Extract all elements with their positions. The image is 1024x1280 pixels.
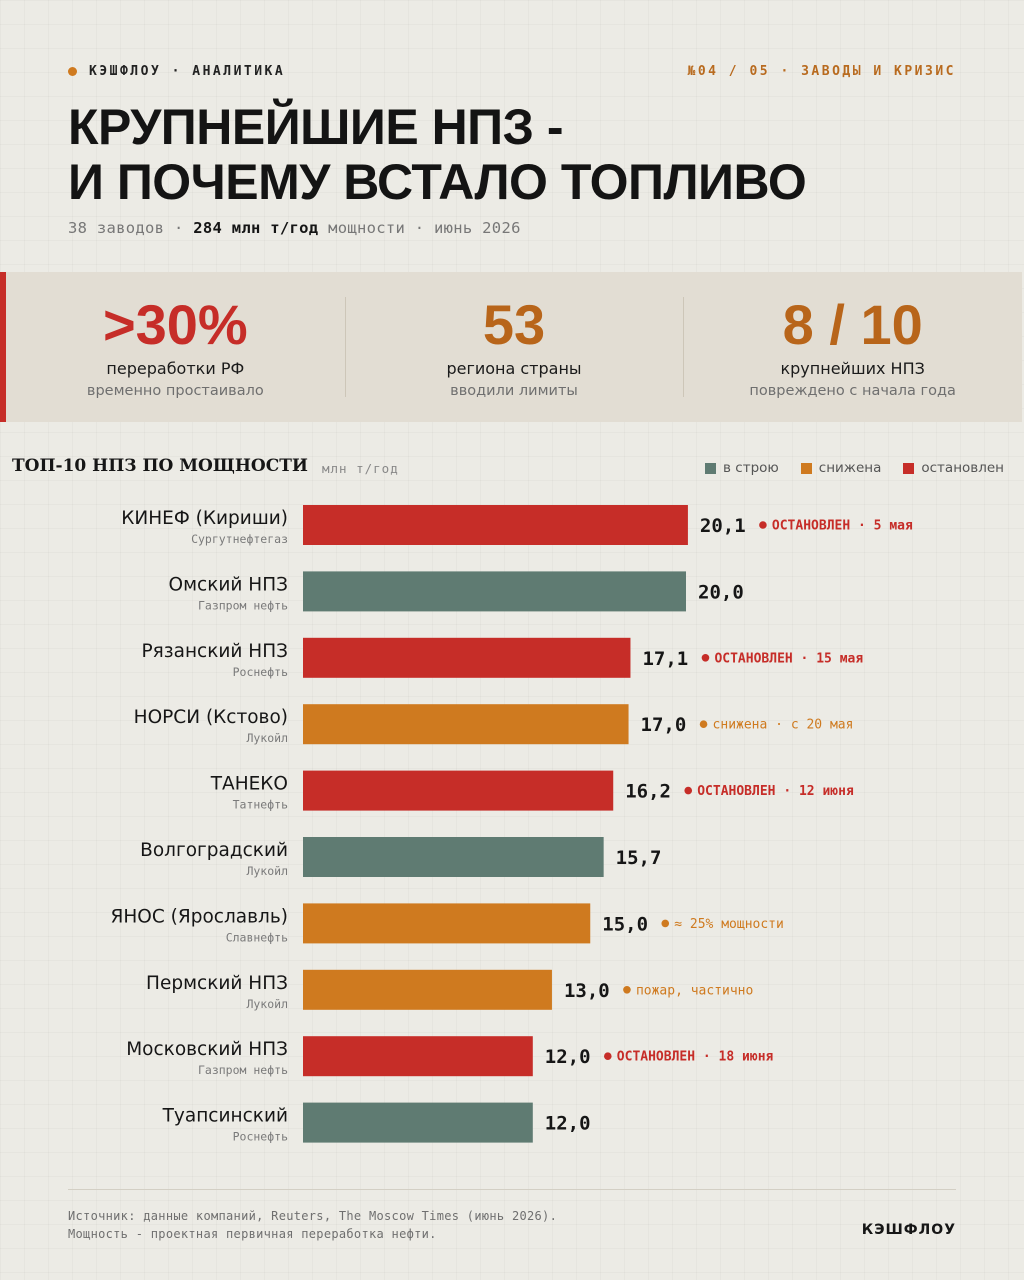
legend-item-reduced: снижена (800, 460, 882, 476)
bar-owner-label: Газпром нефть (198, 1063, 288, 1077)
stat-regions: 53 региона страны вводили лимиты (344, 293, 684, 399)
bar (303, 704, 629, 745)
bar-category-label: Волгоградский (140, 840, 288, 861)
subtitle-post: мощности · июнь 2026 (318, 219, 521, 237)
bar (303, 505, 688, 545)
status-dot-icon (604, 1052, 612, 1060)
footer-divider (68, 1189, 956, 1190)
chart-unit: млн т/год (322, 461, 399, 476)
bar-category-label: Рязанский НПЗ (141, 641, 288, 662)
bar-value-label: 15,0 (602, 913, 648, 935)
bar-status-note: ОСТАНОВЛЕН · 12 июня (697, 784, 854, 799)
bar-value-label: 20,1 (700, 515, 746, 537)
stat-sublabel: вводили лимиты (450, 383, 578, 399)
legend-swatch-running (705, 462, 717, 474)
bar (303, 637, 631, 678)
stat-value: >30% (102, 293, 248, 356)
title-line-2: И ПОЧЕМУ ВСТАЛО ТОПЛИВО (68, 154, 807, 210)
bar-category-label: КИНЕФ (Кириши) (121, 508, 288, 529)
stat-value: 8 / 10 (782, 293, 923, 356)
stat-utilization: >30% переработки РФ временно простаивало (6, 293, 345, 400)
brand-text: КЭШФЛОУ · АНАЛИТИКА (89, 63, 286, 79)
bar-value-label: 17,1 (642, 648, 688, 670)
bar-status-note: снижена · с 20 мая (713, 718, 854, 733)
legend-swatch-stopped (903, 462, 915, 474)
source-note: Источник: данные компаний, Reuters, The … (68, 1207, 557, 1243)
legend-label: остановлен (921, 460, 1004, 476)
bar (303, 837, 604, 877)
status-dot-icon (684, 786, 693, 795)
stat-sublabel: повреждено с начала года (749, 383, 956, 399)
bar-chart: КИНЕФ (Кириши) Сургутнефтегаз 20,1 ОСТАНОВЛ… (111, 505, 913, 1144)
bar-owner-label: Роснефть (233, 1130, 288, 1144)
bar-owner-label: Лукойл (246, 864, 288, 878)
status-dot-icon (699, 720, 708, 728)
chart-legend: в строю снижена остановлен (705, 460, 1004, 476)
bar (303, 571, 686, 612)
bar (303, 969, 552, 1010)
bar-category-label: Пермский НПЗ (146, 973, 288, 994)
bar-owner-label: Татнефть (233, 798, 288, 812)
page-title: КРУПНЕЙШИЕ НПЗ - И ПОЧЕМУ ВСТАЛО ТОПЛИВО (68, 99, 807, 210)
stat-refineries: 8 / 10 крупнейших НПЗ повреждено с начал… (683, 295, 1022, 399)
bar-status-note: ≈ 25% мощности (674, 917, 784, 932)
subtitle-pre: 38 заводов · (68, 219, 194, 237)
legend-item-running: в строю (705, 460, 779, 476)
subtitle-bold: 284 млн т/год (193, 219, 319, 237)
bar-category-label: ТАНЕКО (210, 774, 288, 795)
bar-value-label: 20,0 (698, 581, 744, 603)
bar-category-label: Омский НПЗ (169, 574, 288, 595)
bar-category-label: Московский НПЗ (126, 1039, 288, 1060)
bar (303, 1102, 533, 1143)
bar-value-label: 15,7 (616, 847, 662, 869)
status-dot-icon (701, 654, 710, 662)
stat-sublabel: временно простаивало (86, 383, 264, 399)
status-dot-icon (661, 919, 670, 928)
stats-panel: >30% переработки РФ временно простаивало… (0, 272, 1022, 422)
bar (303, 903, 591, 944)
legend-item-stopped: остановлен (903, 460, 1004, 476)
source-line-2: Мощность - проектная первичная переработ… (68, 1227, 437, 1241)
subtitle: 38 заводов · 284 млн т/год мощности · ию… (68, 219, 521, 237)
bar-status-note: ОСТАНОВЛЕН · 18 июня (617, 1050, 774, 1065)
stat-value: 53 (482, 293, 546, 356)
stat-label: переработки РФ (106, 359, 245, 378)
bar-value-label: 17,0 (641, 714, 687, 736)
top-bar: КЭШФЛОУ · АНАЛИТИКА №04 / 05 · ЗАВОДЫ И … (68, 62, 956, 80)
bar (303, 770, 614, 811)
bar-owner-label: Сургутнефтегаз (191, 532, 288, 546)
stat-label: крупнейших НПЗ (780, 359, 925, 378)
status-dot-icon (759, 521, 767, 529)
brand-label: КЭШФЛОУ · АНАЛИТИКА (68, 64, 285, 79)
footer-logo: КЭШФЛОУ (861, 1222, 956, 1238)
bar-category-label: ЯНОС (Ярославль) (111, 906, 288, 927)
bar-value-label: 12,0 (545, 1113, 591, 1135)
bar-owner-label: Лукойл (246, 997, 288, 1011)
legend-label: снижена (818, 460, 882, 476)
bar-owner-label: Роснефть (233, 665, 288, 679)
legend-swatch-reduced (800, 462, 812, 474)
bar-value-label: 12,0 (545, 1046, 591, 1068)
bar-owner-label: Газпром нефть (198, 598, 288, 612)
chart-title: ТОП-10 НПЗ ПО МОЩНОСТИ (12, 456, 308, 476)
legend-label: в строю (723, 460, 779, 476)
stat-label: региона страны (446, 359, 582, 378)
status-dot-icon (623, 986, 631, 994)
brand-dot-icon (68, 66, 77, 76)
issue-label: №04 / 05 · ЗАВОДЫ И КРИЗИС (687, 63, 956, 79)
bar-category-label: НОРСИ (Кстово) (134, 707, 288, 728)
bar-value-label: 16,2 (625, 781, 671, 803)
bar-status-note: пожар, частично (636, 983, 753, 998)
title-line-1: КРУПНЕЙШИЕ НПЗ - (68, 99, 563, 155)
bar-category-label: Туапсинский (162, 1106, 288, 1127)
bar-owner-label: Лукойл (246, 731, 288, 745)
bar-owner-label: Славнефть (226, 930, 288, 944)
bar-value-label: 13,0 (564, 980, 610, 1002)
bar-status-note: ОСТАНОВЛЕН · 5 мая (772, 519, 913, 534)
source-line-1: Источник: данные компаний, Reuters, The … (68, 1209, 558, 1223)
bar-status-note: ОСТАНОВЛЕН · 15 мая (714, 651, 863, 666)
bar (303, 1036, 533, 1077)
